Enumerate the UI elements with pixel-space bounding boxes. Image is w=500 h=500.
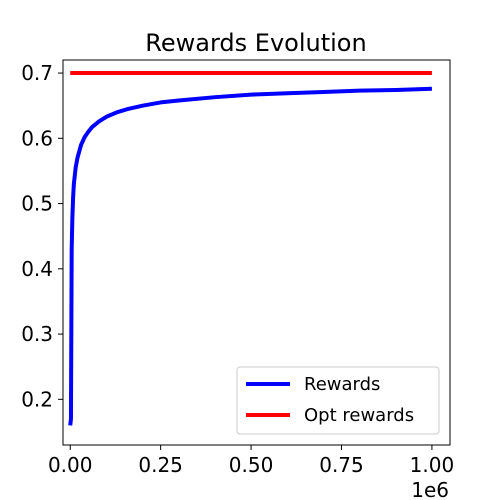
- y-tick-label: 0.3: [21, 322, 53, 346]
- x-tick-label: 0.75: [319, 453, 364, 477]
- y-tick-label: 0.5: [21, 192, 53, 216]
- x-offset-label: 1e6: [411, 478, 449, 500]
- legend-label: Opt rewards: [304, 405, 414, 426]
- x-tick-label: 1.00: [410, 453, 455, 477]
- chart-title: Rewards Evolution: [145, 29, 366, 57]
- legend-label: Rewards: [304, 374, 380, 395]
- x-tick-label: 0.00: [48, 453, 93, 477]
- y-tick-label: 0.2: [21, 387, 53, 411]
- x-tick-label: 0.50: [229, 453, 274, 477]
- y-tick-label: 0.6: [21, 126, 53, 150]
- x-tick-label: 0.25: [138, 453, 183, 477]
- y-tick-label: 0.4: [21, 257, 53, 281]
- y-tick-label: 0.7: [21, 61, 53, 85]
